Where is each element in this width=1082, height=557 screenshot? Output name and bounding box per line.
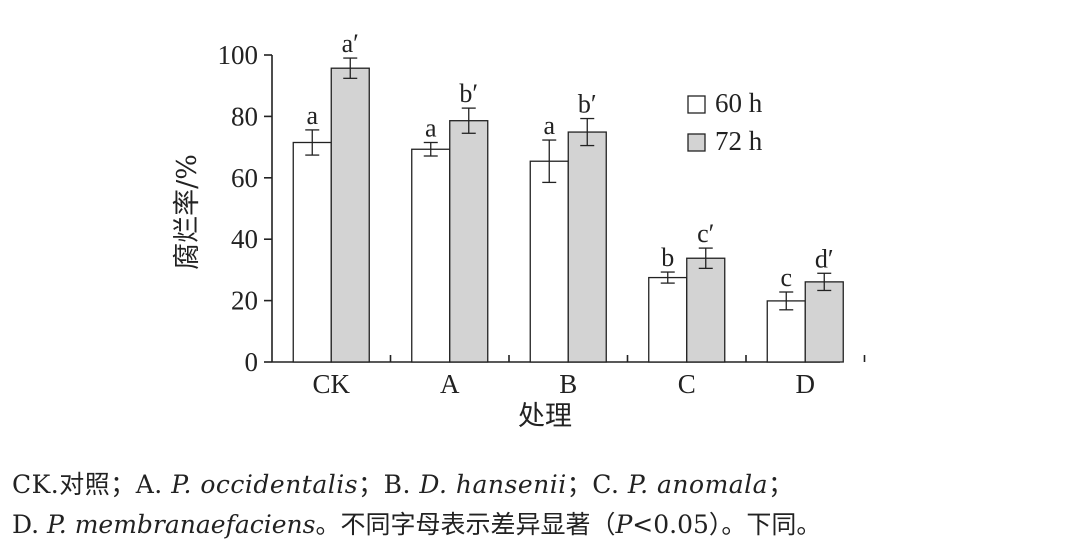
caption-segment: P. anomala xyxy=(627,470,769,499)
error-bars xyxy=(305,57,832,311)
figure-caption-line-2: D. P. membranaefaciens。不同字母表示差异显著（P<0.05… xyxy=(12,508,821,542)
significance-label: a′ xyxy=(342,29,359,58)
significance-label: d′ xyxy=(815,244,834,273)
significance-label: b′ xyxy=(578,90,597,119)
legend: 60 h 72 h xyxy=(687,88,763,156)
legend-label: 72 h xyxy=(715,126,763,156)
caption-segment: 。不同字母表示差异显著（ xyxy=(315,510,616,539)
bar xyxy=(449,120,489,363)
bar xyxy=(529,160,569,363)
significance-labels: a a′ a b′ a b′ b c′ c d′ xyxy=(306,29,833,292)
x-tick-label: CK xyxy=(312,369,350,399)
figure-caption-line-1: CK.对照；A. P. occidentalis；B. D. hansenii；… xyxy=(12,468,794,502)
axes: 0 20 40 60 80 100 CK A B C D xyxy=(218,40,866,399)
caption-segment: ；C. xyxy=(566,470,628,499)
significance-label: a xyxy=(543,111,555,140)
bar xyxy=(292,141,332,363)
caption-segment: D. xyxy=(12,510,48,539)
significance-label: a xyxy=(306,101,318,130)
bar xyxy=(567,131,607,363)
legend-label: 60 h xyxy=(715,88,763,118)
y-tick-label: 80 xyxy=(231,101,258,131)
bars xyxy=(292,67,844,363)
y-tick-label: 0 xyxy=(245,347,259,377)
x-tick-label: A xyxy=(440,369,460,399)
legend-swatch xyxy=(687,95,706,114)
x-axis-label: 处理 xyxy=(518,401,572,432)
bar xyxy=(411,148,451,363)
y-tick-label: 60 xyxy=(231,163,258,193)
x-tick-label: C xyxy=(678,369,696,399)
y-tick-label: 100 xyxy=(218,40,259,70)
bar xyxy=(686,257,726,363)
y-tick-label: 20 xyxy=(231,286,258,316)
caption-segment: P xyxy=(615,510,633,539)
caption-segment: ；B. xyxy=(358,470,420,499)
caption-segment: P. occidentalis xyxy=(171,470,359,499)
bar xyxy=(648,276,688,363)
caption-segment: <0.05）。下同。 xyxy=(632,510,822,539)
significance-label: b xyxy=(661,243,674,272)
x-tick-label: B xyxy=(559,369,577,399)
caption-segment: P. membranaefaciens xyxy=(47,510,316,539)
significance-label: a xyxy=(425,113,437,142)
significance-label: c xyxy=(780,263,792,292)
significance-label: b′ xyxy=(459,79,478,108)
y-axis-label: 腐烂率/% xyxy=(172,154,203,270)
caption-segment: ； xyxy=(768,470,794,499)
significance-label: c′ xyxy=(697,219,714,248)
legend-swatch xyxy=(687,133,706,152)
bar xyxy=(804,281,844,363)
caption-segment: CK.对照；A. xyxy=(12,470,172,499)
y-tick-label: 40 xyxy=(231,224,258,254)
caption-segment: D. hansenii xyxy=(419,470,567,499)
bar xyxy=(330,67,370,363)
bar xyxy=(766,300,806,363)
x-tick-label: D xyxy=(796,369,816,399)
bar-chart: 0 20 40 60 80 100 CK A B C D a a′ a b′ a b′ b c′ c d′ 60 h 7… xyxy=(172,29,866,432)
